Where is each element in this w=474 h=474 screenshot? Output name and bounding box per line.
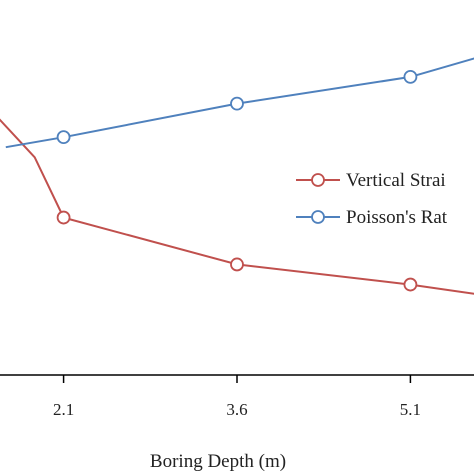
series-points bbox=[56, 69, 418, 292]
legend-marker-vertical-strain bbox=[311, 173, 325, 187]
legend-marker-poissons-ratio bbox=[311, 210, 325, 224]
series-point-1 bbox=[56, 130, 71, 145]
series-point-0 bbox=[230, 257, 244, 272]
x-tick-label: 2.1 bbox=[53, 400, 74, 419]
plot-area: 2.1 3.6 5.1 bbox=[0, 57, 474, 419]
x-tick-label: 3.6 bbox=[226, 400, 247, 419]
legend-item-vertical-strain: Vertical Strai bbox=[296, 170, 446, 191]
x-axis-label: Boring Depth (m) bbox=[150, 451, 286, 472]
legend-label-vertical-strain: Vertical Strai bbox=[346, 170, 446, 191]
x-axis-ticks: 2.1 3.6 5.1 bbox=[53, 375, 421, 419]
legend-item-poissons-ratio: Poisson's Rat bbox=[296, 207, 448, 228]
legend-label-poissons-ratio: Poisson's Rat bbox=[346, 207, 448, 228]
series-line-0 bbox=[0, 118, 474, 295]
series-point-0 bbox=[403, 277, 418, 292]
series-point-1 bbox=[403, 69, 418, 84]
series-point-1 bbox=[230, 96, 244, 111]
legend: Vertical Strai Poisson's Rat bbox=[296, 170, 448, 228]
series-point-0 bbox=[56, 210, 71, 225]
x-tick-label: 5.1 bbox=[400, 400, 421, 419]
